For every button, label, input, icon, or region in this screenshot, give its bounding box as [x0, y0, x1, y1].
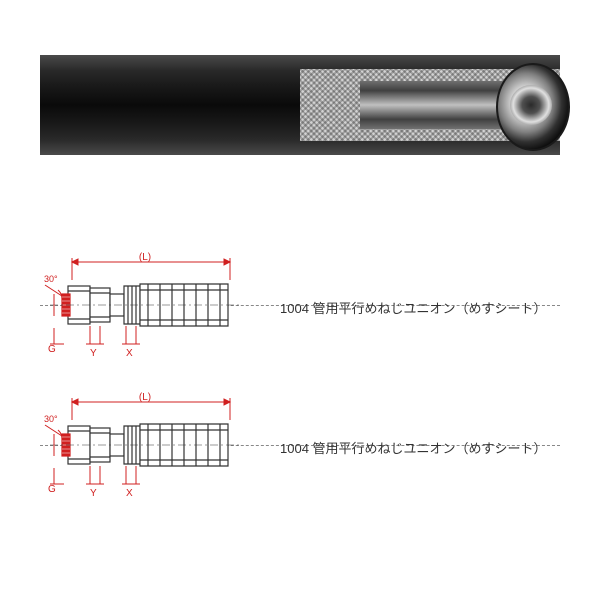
hose-bore — [510, 85, 552, 125]
dim-G: G — [48, 484, 56, 495]
fitting-drawing: (L) 30° — [40, 250, 250, 360]
fitting-diagram-1: (L) 30° — [40, 250, 560, 360]
dim-Y: Y — [90, 348, 97, 359]
fitting-diagram-2: (L) 30° — [40, 390, 560, 500]
fitting-label: 1004 管用平行めねじユニオン（めすシート） — [280, 438, 547, 457]
hose-photo — [40, 55, 560, 155]
dim-G: G — [48, 344, 56, 355]
dim-X: X — [126, 348, 133, 359]
fitting-drawing: (L) 30° — [40, 390, 250, 500]
fitting-label: 1004 管用平行めねじユニオン（めすシート） — [280, 298, 547, 317]
dim-L: (L) — [139, 392, 151, 403]
dim-angle: 30° — [44, 414, 58, 424]
dim-X: X — [126, 488, 133, 499]
dim-L: (L) — [139, 252, 151, 263]
dim-Y: Y — [90, 488, 97, 499]
dim-angle: 30° — [44, 274, 58, 284]
